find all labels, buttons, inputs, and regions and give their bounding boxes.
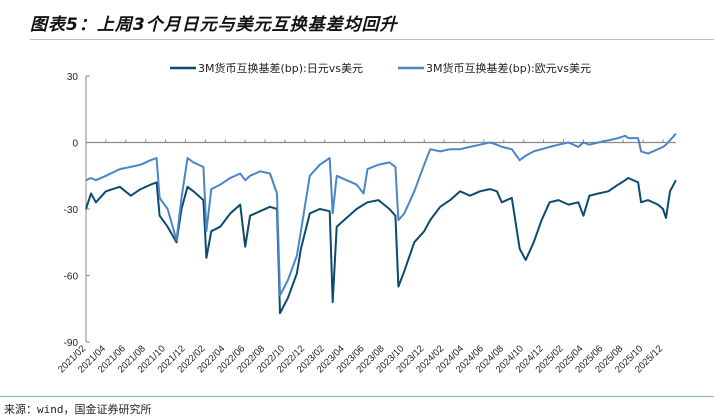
series-line-eur bbox=[85, 132, 677, 297]
legend-label-eur: 3M货币互换基差(bp):欧元vs美元 bbox=[426, 61, 591, 75]
chart-title: 图表5：上周3个月日元与美元互换基差均回升 bbox=[30, 15, 398, 35]
y-tick-label: -60 bbox=[64, 272, 79, 283]
legend-label-jpy: 3M货币互换基差(bp):日元vs美元 bbox=[198, 61, 363, 75]
y-tick-label: -90 bbox=[64, 338, 79, 349]
series-line-jpy bbox=[85, 177, 677, 315]
y-tick-label: 30 bbox=[67, 72, 79, 83]
source-divider bbox=[0, 396, 714, 397]
line-chart: 300-30-60-902021/022021/042021/062021/08… bbox=[56, 61, 677, 375]
y-tick-label: 0 bbox=[72, 139, 78, 150]
source-note: 来源：wind，国金证券研究所 bbox=[4, 403, 152, 416]
title-divider bbox=[30, 39, 714, 40]
y-tick-label: -30 bbox=[64, 205, 79, 216]
